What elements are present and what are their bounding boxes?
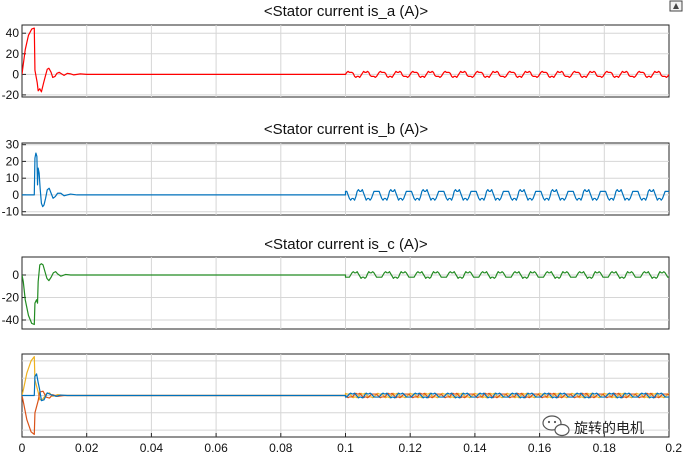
series-line-abc-2	[22, 373, 669, 402]
panel-title-is-b: <Stator current is_b (A)>	[264, 121, 428, 138]
ytick-label: 20	[6, 47, 20, 61]
xtick-label: 0.08	[269, 441, 293, 455]
series-group-is-a	[22, 27, 669, 93]
xtick-label: 0.12	[399, 441, 423, 455]
panel-abc	[21, 353, 670, 438]
xtick-label: 0.04	[140, 441, 164, 455]
series-group-is-c	[22, 263, 669, 326]
ytick-labels-is-c: 0 -20 -40	[2, 268, 26, 327]
ytick-label: 0	[12, 188, 19, 202]
ytick-labels-is-b: 30 20 10 0 -10	[2, 138, 26, 219]
series-line-abc-0	[22, 355, 669, 401]
xtick-label: 0.02	[75, 441, 99, 455]
ytick-label: 30	[6, 138, 20, 152]
xtick-label: 0.18	[593, 441, 617, 455]
series-group-is-b	[22, 152, 669, 208]
panel-is-a: <Stator current is_a (A)> 40 20 0 -20	[2, 3, 670, 102]
autoscale-icon[interactable]	[669, 0, 683, 12]
xtick-label: 0.1	[337, 441, 354, 455]
x-tick-labels: 0 0.02 0.04 0.06 0.08 0.1 0.12 0.14 0.16 0.18 0.2	[19, 433, 682, 455]
xtick-label: 0.16	[528, 441, 552, 455]
wechat-icon	[542, 415, 570, 437]
series-line-abc-1	[22, 390, 669, 436]
xtick-label: 0.14	[463, 441, 487, 455]
series-group-abc	[22, 355, 669, 436]
xtick-label: 0.06	[204, 441, 228, 455]
ytick-label: 0	[12, 268, 19, 282]
watermark: 旋转的电机	[542, 415, 644, 437]
ytick-label: 40	[6, 26, 20, 40]
panel-title-is-c: <Stator current is_c (A)>	[264, 236, 428, 253]
watermark-text: 旋转的电机	[574, 421, 644, 437]
panel-title-is-a: <Stator current is_a (A)>	[264, 3, 428, 20]
series-line-is-c-0	[22, 263, 669, 326]
ytick-label: -10	[2, 205, 20, 219]
grid-is-a	[22, 25, 669, 97]
ytick-label: 10	[6, 171, 20, 185]
series-line-is-a-0	[22, 27, 669, 93]
xtick-label: 0.2	[665, 441, 682, 455]
series-line-is-b-0	[22, 152, 669, 208]
ytick-label: -20	[2, 88, 20, 102]
ytick-label: -40	[2, 313, 20, 327]
panel-is-c: <Stator current is_c (A)> 0 -20 -40	[2, 236, 670, 330]
xtick-label: 0	[19, 441, 26, 455]
panel-is-b: <Stator current is_b (A)> 30 20 10 0 -10	[2, 121, 670, 219]
ytick-label: -20	[2, 291, 20, 305]
ytick-label: 0	[12, 67, 19, 81]
ytick-label: 20	[6, 154, 20, 168]
ytick-labels-is-a: 40 20 0 -20	[2, 26, 26, 102]
